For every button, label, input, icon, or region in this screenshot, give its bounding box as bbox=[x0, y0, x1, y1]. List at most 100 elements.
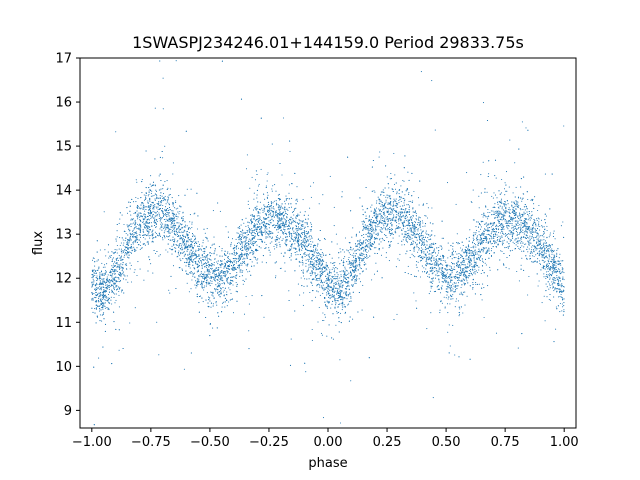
scatter-point bbox=[426, 241, 428, 243]
scatter-point bbox=[392, 237, 394, 239]
scatter-point bbox=[314, 276, 316, 278]
scatter-point bbox=[503, 233, 505, 236]
scatter-point bbox=[280, 252, 282, 254]
scatter-point bbox=[212, 272, 214, 274]
scatter-point bbox=[274, 210, 277, 212]
scatter-point bbox=[383, 194, 385, 197]
scatter-point bbox=[159, 228, 161, 230]
scatter-point bbox=[302, 243, 304, 246]
scatter-point bbox=[305, 265, 307, 267]
scatter-point bbox=[119, 280, 122, 282]
scatter-point bbox=[289, 257, 291, 259]
scatter-point bbox=[447, 257, 449, 259]
scatter-point bbox=[261, 207, 263, 209]
scatter-point bbox=[368, 225, 370, 227]
scatter-point bbox=[423, 250, 425, 252]
scatter-point bbox=[495, 230, 497, 233]
scatter-point bbox=[442, 237, 445, 239]
scatter-point bbox=[395, 222, 398, 224]
scatter-point bbox=[444, 306, 446, 308]
scatter-point bbox=[301, 225, 303, 228]
scatter-point bbox=[412, 228, 415, 230]
scatter-point bbox=[227, 251, 229, 253]
scatter-point bbox=[104, 249, 106, 251]
scatter-point bbox=[348, 272, 350, 274]
scatter-point bbox=[155, 233, 157, 235]
scatter-point bbox=[509, 230, 511, 232]
scatter-point bbox=[474, 268, 476, 270]
scatter-point bbox=[468, 269, 470, 272]
scatter-point bbox=[163, 232, 165, 234]
scatter-point bbox=[398, 199, 400, 202]
scatter-point bbox=[226, 279, 228, 281]
scatter-point bbox=[176, 218, 178, 220]
scatter-point bbox=[206, 276, 208, 278]
scatter-point bbox=[155, 190, 158, 192]
scatter-point bbox=[467, 275, 470, 277]
scatter-point bbox=[152, 195, 154, 197]
scatter-point bbox=[118, 288, 120, 290]
scatter-point bbox=[194, 284, 196, 286]
scatter-point bbox=[200, 275, 202, 277]
scatter-point bbox=[118, 306, 120, 308]
scatter-point bbox=[167, 220, 169, 222]
scatter-point bbox=[527, 242, 530, 244]
scatter-point bbox=[327, 301, 329, 303]
scatter-point bbox=[318, 255, 320, 257]
scatter-point bbox=[294, 231, 296, 234]
scatter-point bbox=[388, 220, 390, 222]
scatter-point bbox=[242, 261, 244, 263]
scatter-point bbox=[552, 232, 555, 234]
scatter-point bbox=[259, 212, 261, 214]
scatter-point bbox=[335, 297, 337, 300]
scatter-point bbox=[518, 205, 520, 207]
scatter-point bbox=[146, 226, 148, 228]
scatter-point bbox=[404, 235, 406, 237]
scatter-point bbox=[208, 258, 210, 260]
scatter-point bbox=[143, 236, 145, 239]
scatter-point bbox=[423, 241, 425, 243]
scatter-point bbox=[158, 235, 160, 237]
scatter-point bbox=[189, 228, 191, 230]
scatter-point bbox=[463, 278, 465, 280]
scatter-point bbox=[319, 258, 321, 260]
scatter-point bbox=[475, 229, 478, 231]
scatter-point bbox=[339, 263, 341, 265]
scatter-point bbox=[426, 247, 428, 250]
scatter-point bbox=[370, 232, 372, 234]
scatter-point bbox=[460, 291, 462, 293]
scatter-point bbox=[412, 227, 414, 229]
scatter-point bbox=[342, 271, 344, 273]
scatter-point bbox=[489, 266, 491, 268]
scatter-point bbox=[322, 253, 324, 255]
scatter-point bbox=[142, 203, 144, 205]
scatter-point bbox=[165, 249, 167, 251]
scatter-point bbox=[395, 205, 397, 207]
scatter-point bbox=[107, 284, 109, 287]
scatter-point bbox=[536, 238, 538, 240]
scatter-point bbox=[135, 201, 137, 203]
scatter-point bbox=[122, 244, 124, 246]
scatter-point bbox=[151, 234, 153, 236]
scatter-point bbox=[311, 339, 313, 342]
scatter-point bbox=[355, 279, 357, 282]
scatter-point bbox=[232, 280, 234, 282]
scatter-point bbox=[512, 220, 514, 222]
scatter-point bbox=[189, 251, 191, 253]
scatter-point bbox=[398, 259, 400, 261]
scatter-point bbox=[282, 211, 285, 213]
scatter-point bbox=[431, 251, 433, 254]
scatter-point bbox=[172, 214, 174, 216]
scatter-point bbox=[220, 291, 222, 293]
scatter-point bbox=[348, 256, 350, 259]
scatter-point bbox=[189, 253, 191, 256]
scatter-point bbox=[184, 243, 186, 246]
scatter-point bbox=[542, 260, 544, 262]
scatter-point bbox=[472, 189, 474, 191]
scatter-point bbox=[365, 218, 367, 220]
scatter-point bbox=[154, 217, 156, 219]
scatter-point bbox=[514, 204, 516, 206]
scatter-point bbox=[504, 207, 507, 209]
scatter-point bbox=[418, 232, 421, 235]
scatter-point bbox=[277, 194, 279, 196]
